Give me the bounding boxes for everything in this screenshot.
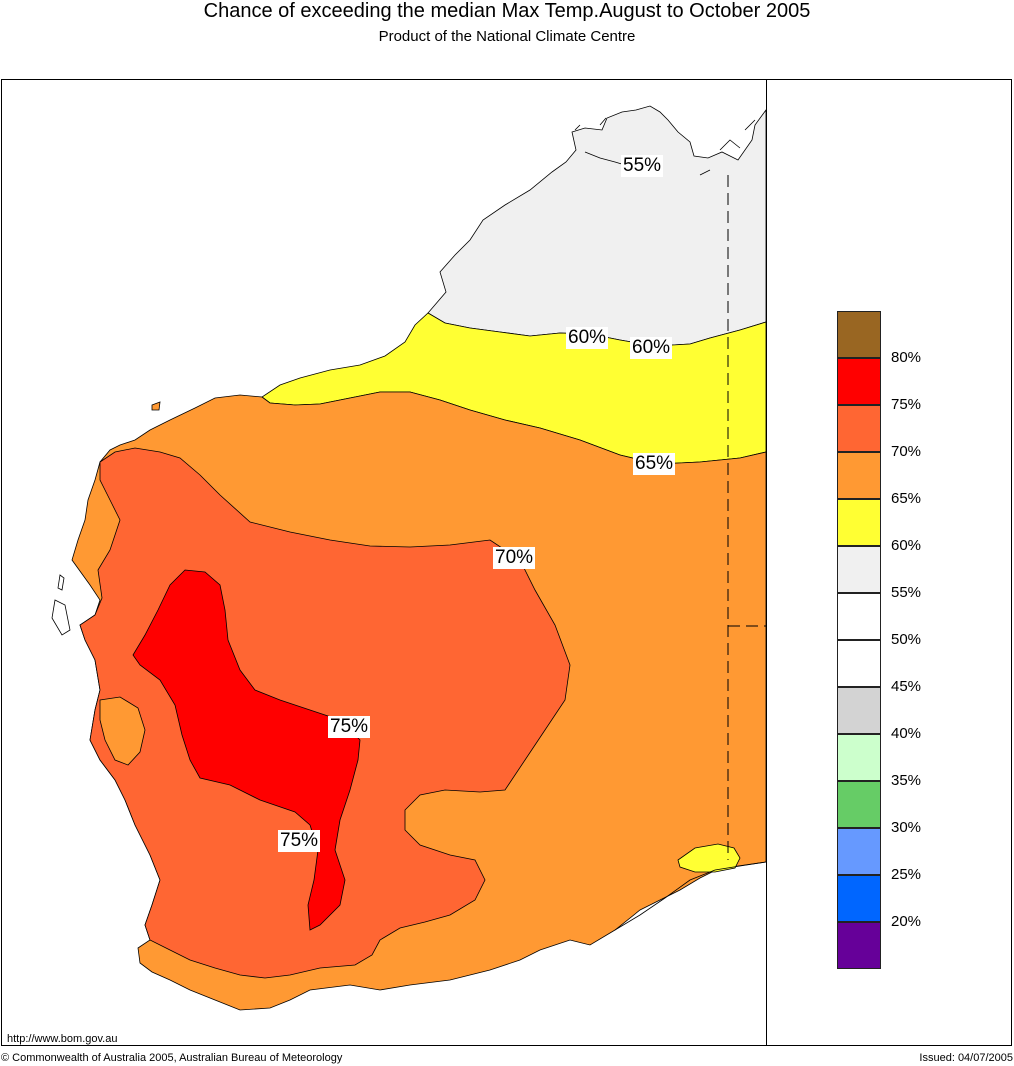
legend-swatch	[837, 499, 881, 546]
legend-swatch	[837, 405, 881, 452]
legend-label: 65%	[891, 490, 922, 507]
contour-label-55: 55%	[621, 155, 664, 177]
legend-label: 30%	[891, 819, 922, 836]
legend-label: 75%	[891, 396, 922, 413]
legend-label: 55%	[891, 584, 922, 601]
legend-swatch	[837, 593, 881, 640]
region-65-70-west-patch	[99, 696, 146, 766]
copyright-text: © Commonwealth of Australia 2005, Austra…	[1, 1052, 343, 1064]
coastline	[614, 861, 767, 931]
legend-swatch	[837, 358, 881, 405]
island-shape	[57, 574, 65, 591]
legend-swatch	[837, 734, 881, 781]
island-shape	[51, 599, 71, 636]
legend-label: 60%	[891, 537, 922, 554]
legend-swatch	[837, 781, 881, 828]
legend-swatch	[837, 875, 881, 922]
issued-date: Issued: 04/07/2005	[919, 1052, 1013, 1064]
legend-label: 25%	[891, 866, 922, 883]
legend-label: 50%	[891, 631, 922, 648]
map-subtitle: Product of the National Climate Centre	[378, 28, 636, 45]
website-url: http://www.bom.gov.au	[7, 1033, 118, 1045]
legend-label: 70%	[891, 443, 922, 460]
legend-label: 20%	[891, 913, 922, 930]
legend-label: 40%	[891, 725, 922, 742]
legend-label: 35%	[891, 772, 922, 789]
legend-swatch	[837, 311, 881, 358]
coastline	[574, 117, 756, 176]
contour-label-65: 65%	[633, 453, 676, 475]
legend-divider	[766, 79, 767, 1046]
map-title: Chance of exceeding the median Max Temp.…	[203, 0, 811, 22]
legend-label: 80%	[891, 349, 922, 366]
legend-swatch	[837, 828, 881, 875]
legend-swatch	[837, 546, 881, 593]
contour-label-75: 75%	[278, 830, 321, 852]
region-60-65-se-patch	[677, 843, 741, 873]
island-shape	[151, 401, 161, 411]
contour-label-60: 60%	[566, 327, 609, 349]
legend-swatch	[837, 640, 881, 687]
legend-label: 45%	[891, 678, 922, 695]
contour-label-60: 60%	[630, 337, 673, 359]
legend-swatch	[837, 922, 881, 969]
legend-swatch	[837, 452, 881, 499]
contour-label-70: 70%	[493, 547, 536, 569]
contour-label-75: 75%	[328, 716, 371, 738]
legend-swatch	[837, 687, 881, 734]
region-75-80	[132, 569, 361, 931]
map-frame	[1, 79, 1012, 1046]
